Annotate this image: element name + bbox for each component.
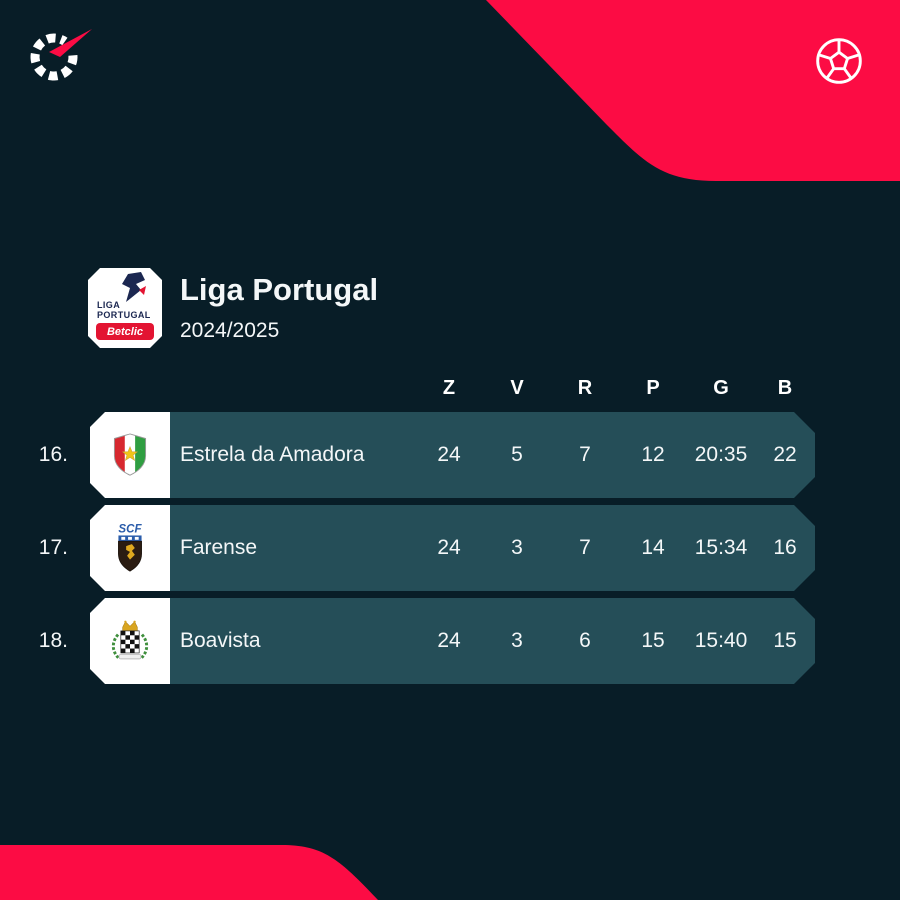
stat-z: 24 — [437, 629, 461, 652]
team-name: Farense — [180, 536, 258, 559]
rank-label: 17. — [38, 536, 68, 559]
team-logo-farense: SCF — [90, 505, 170, 591]
page-title: Liga Portugal — [180, 272, 379, 307]
stat-z: 24 — [437, 443, 461, 466]
row-body: Boavista 24 3 6 15 15:40 15 — [170, 598, 815, 684]
stat-p: 14 — [641, 536, 665, 559]
row-body: Farense 24 3 7 14 15:34 16 — [170, 505, 815, 591]
row-body: Estrela da Amadora 24 5 7 12 20:35 22 — [170, 412, 815, 498]
betclic-badge: Betclic — [96, 323, 154, 340]
stat-g: 15:34 — [694, 536, 748, 559]
col-header-g: G — [713, 377, 729, 399]
col-header-p: P — [646, 377, 660, 399]
stat-p: 15 — [641, 629, 665, 652]
table-row: Boavista 24 3 6 15 15:40 15 — [90, 598, 815, 684]
league-logo-text-liga: LIGA — [97, 300, 121, 310]
pink-corner-bottom-left — [0, 845, 378, 900]
col-header-z: Z — [442, 377, 456, 399]
stat-r: 7 — [579, 443, 591, 466]
league-logo-text-portugal: PORTUGAL — [97, 310, 151, 320]
football-icon — [816, 38, 862, 84]
stat-g: 15:40 — [694, 629, 748, 652]
rank-label: 16. — [38, 443, 68, 466]
pink-corner-top-right — [486, 0, 900, 181]
stat-b: 16 — [773, 536, 797, 559]
col-header-r: R — [577, 377, 593, 399]
col-header-b: B — [777, 377, 793, 399]
team-logo-boavista — [90, 598, 170, 684]
season-label: 2024/2025 — [180, 319, 280, 342]
league-logo-figure — [122, 272, 146, 302]
table-row: SCF Farense 24 3 7 14 15:34 16 — [90, 505, 815, 591]
stat-g: 20:35 — [694, 443, 748, 466]
team-logo-estrela-amadora — [90, 412, 170, 498]
stat-z: 24 — [437, 536, 461, 559]
stat-p: 12 — [641, 443, 665, 466]
team-name: Boavista — [180, 629, 261, 652]
stat-b: 15 — [773, 629, 797, 652]
flashscore-logo — [30, 29, 92, 81]
league-logo: LIGA PORTUGAL Betclic — [88, 268, 162, 348]
stat-v: 3 — [511, 629, 523, 652]
stat-r: 7 — [579, 536, 591, 559]
svg-text:SCF: SCF — [118, 524, 142, 536]
stat-v: 5 — [511, 443, 523, 466]
rank-label: 18. — [38, 629, 68, 652]
stat-r: 6 — [579, 629, 591, 652]
team-name: Estrela da Amadora — [180, 443, 365, 466]
stat-b: 22 — [773, 443, 797, 466]
stat-v: 3 — [511, 536, 523, 559]
table-row: Estrela da Amadora 24 5 7 12 20:35 22 — [90, 412, 815, 498]
col-header-v: V — [510, 377, 524, 399]
